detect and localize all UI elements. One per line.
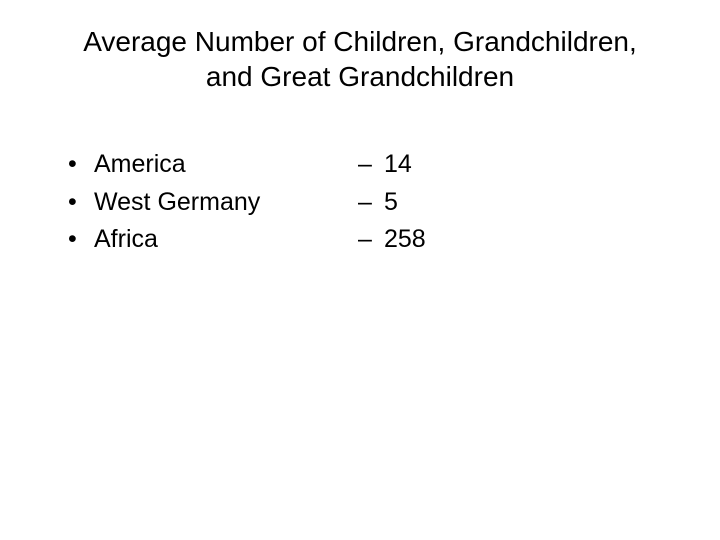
list-item: – 5 xyxy=(358,184,608,222)
dash-icon: – xyxy=(358,184,384,222)
region-label: America xyxy=(94,146,186,184)
title-line-2: and Great Grandchildren xyxy=(206,61,514,92)
title-line-1: Average Number of Children, Grandchildre… xyxy=(83,26,637,57)
value-label: 258 xyxy=(384,221,426,259)
bullet-icon: • xyxy=(68,146,94,184)
dash-icon: – xyxy=(358,221,384,259)
values-column: – 14 – 5 – 258 xyxy=(358,146,608,259)
bullet-icon: • xyxy=(68,184,94,222)
region-label: West Germany xyxy=(94,184,260,222)
list-item: • Africa xyxy=(68,221,358,259)
content-area: • America • West Germany • Africa – 14 –… xyxy=(0,146,720,259)
slide-title: Average Number of Children, Grandchildre… xyxy=(0,24,720,94)
bullet-icon: • xyxy=(68,221,94,259)
regions-column: • America • West Germany • Africa xyxy=(68,146,358,259)
slide: Average Number of Children, Grandchildre… xyxy=(0,0,720,540)
list-item: – 258 xyxy=(358,221,608,259)
list-item: • West Germany xyxy=(68,184,358,222)
dash-icon: – xyxy=(358,146,384,184)
list-item: • America xyxy=(68,146,358,184)
region-label: Africa xyxy=(94,221,158,259)
list-item: – 14 xyxy=(358,146,608,184)
value-label: 5 xyxy=(384,184,398,222)
value-label: 14 xyxy=(384,146,412,184)
